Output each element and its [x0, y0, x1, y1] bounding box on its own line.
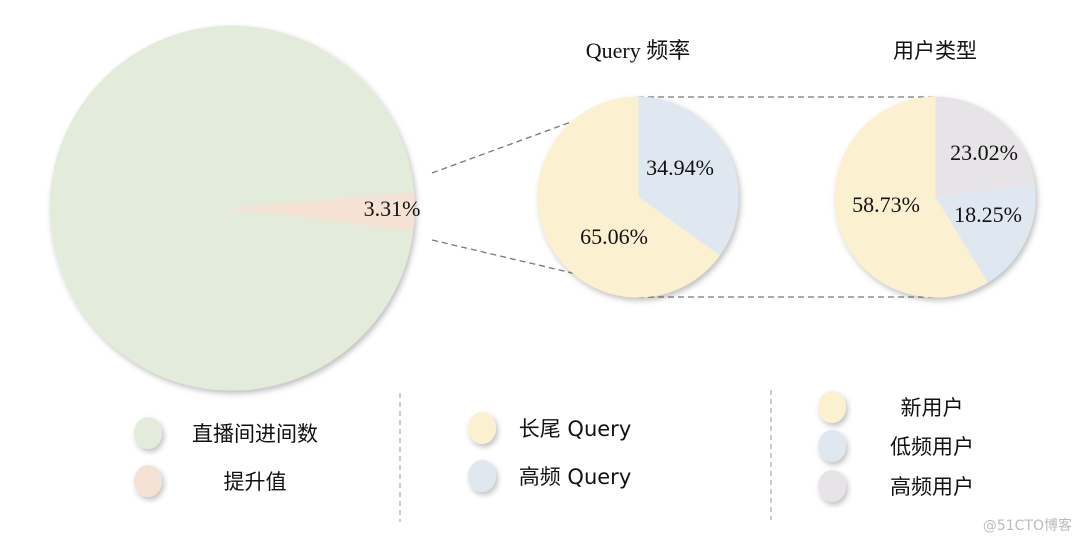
legend-item: 高频 Query — [468, 460, 631, 492]
connector-line — [431, 114, 591, 174]
legend-swatch — [134, 417, 162, 449]
legend-label: 长尾 Query — [519, 417, 632, 441]
pie-slice — [934, 96, 1035, 198]
legend-item: 新用户 — [818, 391, 964, 423]
pie-0 — [49, 25, 415, 391]
pie-slice — [537, 96, 720, 298]
legend-item: 直播间进间数 — [134, 417, 318, 449]
pie-1 — [537, 96, 739, 298]
legend-label: 低频用户 — [890, 435, 974, 459]
pie-2 — [834, 96, 1036, 298]
connector-line — [431, 239, 586, 277]
legend-item: 低频用户 — [818, 430, 974, 462]
legend-item: 长尾 Query — [468, 412, 631, 444]
watermark: @51CTO博客 — [983, 517, 1072, 534]
legend-label: 高频 Query — [519, 465, 632, 489]
data-label: 34.94% — [646, 155, 714, 180]
legend-label: 提升值 — [224, 470, 287, 494]
data-label: 58.73% — [852, 192, 920, 217]
legend-label: 直播间进间数 — [192, 422, 318, 446]
data-label: 65.06% — [580, 224, 648, 249]
data-label: 23.02% — [950, 140, 1018, 165]
pie-slice — [834, 96, 988, 298]
legend-swatch — [134, 465, 162, 497]
legend-swatch — [468, 460, 496, 492]
legend-item: 高频用户 — [818, 470, 974, 502]
legend-item: 提升值 — [134, 465, 287, 497]
data-label: 3.31% — [364, 196, 421, 221]
chart-title-query: Query 频率 — [586, 38, 690, 63]
data-label: 18.25% — [954, 202, 1022, 227]
connector-lines — [431, 96, 935, 298]
legend-label: 新用户 — [901, 396, 964, 420]
pie-slice — [231, 192, 415, 232]
pie-slice — [637, 96, 739, 257]
pie-slice — [49, 25, 414, 391]
chart-title-user: 用户类型 — [893, 39, 977, 63]
legend-swatch — [818, 391, 846, 423]
pie-slice — [934, 184, 1036, 284]
legend-swatch — [818, 430, 846, 462]
legend-swatch — [818, 470, 846, 502]
legend-label: 高频用户 — [890, 475, 974, 499]
legend-swatch — [468, 412, 496, 444]
